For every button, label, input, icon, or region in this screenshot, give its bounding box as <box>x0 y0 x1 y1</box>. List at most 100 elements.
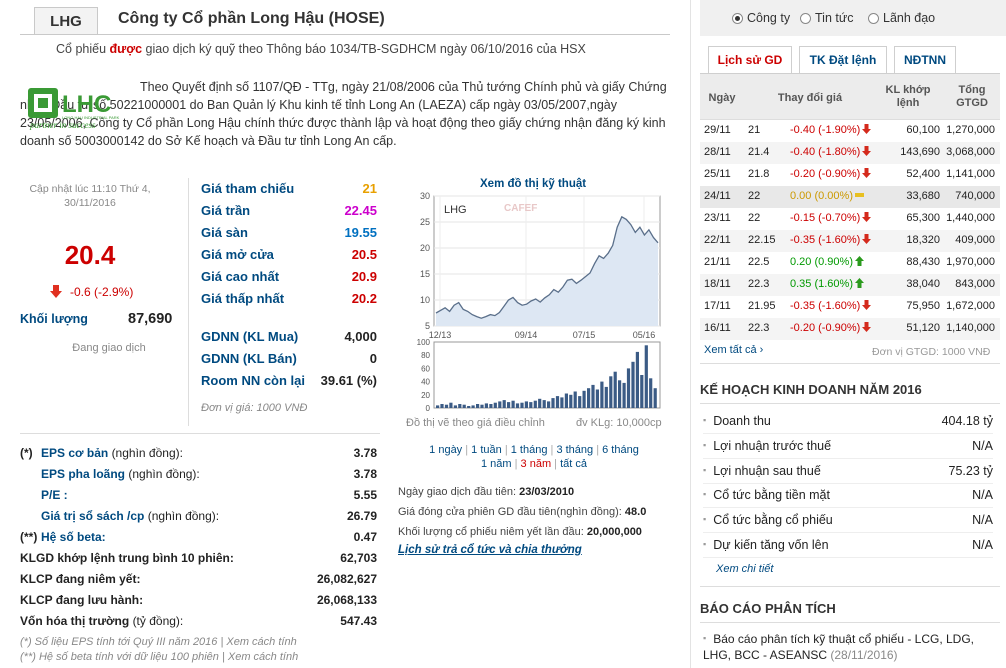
initial-listed-volume: Khối lượng cổ phiếu niêm yết lần đầu: 20… <box>398 526 642 538</box>
period-option[interactable]: tất cả <box>560 458 588 470</box>
x-tick-label: 12/13 <box>429 330 452 340</box>
volume-tick-label: 0 <box>426 404 431 413</box>
logo-wordmark: LHC <box>62 91 111 118</box>
volume-bar <box>449 402 453 408</box>
plan-value: N/A <box>972 488 993 503</box>
history-change: 0.35 (1.60%) <box>790 278 864 290</box>
plan-row: Cổ tức bằng cổ phiếu N/A <box>703 509 993 534</box>
history-value: 409,000 <box>955 234 995 246</box>
volume-bar <box>555 396 560 408</box>
technical-chart-link[interactable]: Xem đồ thị kỹ thuật <box>480 178 587 190</box>
tab-foreign-trading[interactable]: NĐTNN <box>894 46 956 73</box>
volume-tick-label: 80 <box>421 351 430 360</box>
chart-symbol: LHG <box>444 204 467 216</box>
period-option[interactable]: 3 tháng <box>556 444 594 456</box>
down-arrow-icon <box>862 300 872 310</box>
dividend-history-link[interactable]: Lịch sử trả cổ tức và chia thưởng <box>398 544 582 556</box>
chart-adjusted-note: Đồ thị vẽ theo giá điều chỉnh <box>406 417 545 429</box>
history-volume: 51,120 <box>906 322 940 334</box>
history-date: 18/11 <box>704 278 731 290</box>
plan-label: Cổ tức bằng cổ phiếu <box>703 513 833 532</box>
logo-subtitle: LONG HAU INDUSTRIAL PARK <box>62 115 120 120</box>
period-option[interactable]: 1 tuần <box>471 444 502 456</box>
foreign-row: GDNN (KL Bán) 0 <box>201 351 377 366</box>
fundamental-label: Giá trị sổ sách /cp (nghìn đồng): <box>20 509 219 523</box>
volume-bar <box>604 386 608 408</box>
volume-bar <box>440 404 444 408</box>
volume-bar <box>631 361 635 408</box>
fundamental-row: KLCP đang niêm yết: 26,082,627 <box>20 572 377 586</box>
down-arrow-icon <box>862 322 872 332</box>
update-time: Cập nhật lúc 11:10 Thứ 4, 30/11/2016 <box>29 183 151 209</box>
company-intro: Theo Quyết định số 1107/QĐ - TTg, ngày 2… <box>20 80 667 148</box>
period-option[interactable]: 1 năm <box>480 458 512 470</box>
radio-button-icon[interactable] <box>868 12 879 24</box>
history-volume: 60,100 <box>906 124 940 136</box>
history-volume: 33,680 <box>906 190 940 202</box>
beta-note: (**) Hệ số beta tính với dữ liệu 100 phi… <box>20 651 299 663</box>
history-row: 24/11 22 0.00 (0.00%) 33,680 740,000 <box>700 186 1000 208</box>
volume-bar <box>489 404 493 408</box>
price-value: 20.9 <box>351 269 377 284</box>
price-row: Giá thấp nhất 20.2 <box>201 291 377 306</box>
history-divider <box>700 363 1000 364</box>
history-date: 16/11 <box>704 322 731 334</box>
fundamental-value: 5.55 <box>353 488 377 502</box>
volume-bar <box>587 388 591 408</box>
fundamental-label: KLGD khớp lệnh trung bình 10 phiên: <box>20 551 234 565</box>
history-volume: 143,690 <box>900 146 940 158</box>
history-price: 22.15 <box>748 234 776 246</box>
history-price: 22 <box>748 190 761 202</box>
radio-button-icon[interactable] <box>732 12 743 24</box>
history-volume: 52,400 <box>906 168 940 180</box>
price-row: Giá cao nhất 20.9 <box>201 269 377 284</box>
foreign-value: 39.61 (%) <box>320 373 377 388</box>
radio-option[interactable]: Tin tức <box>800 11 853 25</box>
tab-order-stats[interactable]: TK Đặt lệnh <box>799 46 887 73</box>
plan-value: 75.23 tỷ <box>948 463 993 478</box>
tab-trading-history[interactable]: Lịch sử GD <box>708 46 792 73</box>
history-price: 21.8 <box>748 168 770 180</box>
ticker-tab[interactable]: LHG <box>34 7 98 34</box>
price-row: Giá tham chiếu 21 <box>201 181 377 196</box>
company-title: Công ty Cổ phần Long Hậu (HOSE) <box>118 10 385 27</box>
volume-plot-frame <box>433 341 661 409</box>
history-date: 21/11 <box>704 256 731 268</box>
down-arrow-icon <box>862 124 872 134</box>
period-option[interactable]: 1 ngày <box>429 444 463 456</box>
volume-bar <box>640 375 644 408</box>
history-date: 17/11 <box>704 300 731 312</box>
history-price: 22 <box>748 212 761 224</box>
fundamental-prefix: (*) <box>20 446 33 460</box>
volume-bar <box>529 402 533 408</box>
volume-bar <box>595 389 599 408</box>
period-option[interactable]: 3 năm <box>520 458 552 470</box>
foreign-label: Room NN còn lại <box>201 373 306 388</box>
history-volume: 18,320 <box>906 234 940 246</box>
fundamental-name: KLGD khớp lệnh trung bình 10 phiên: <box>20 551 234 565</box>
period-option[interactable]: 6 tháng <box>602 444 639 456</box>
margin-trading-note: Cổ phiếu được giao dịch ký quỹ theo Thôn… <box>56 42 586 56</box>
history-date: 24/11 <box>704 190 731 202</box>
plan-detail-link[interactable]: Xem chi tiết <box>716 563 774 575</box>
price-chart[interactable]: 30 25 20 15 10 512/13 09/14 07/15 05/16 LHG CAFEF 1… <box>398 190 670 415</box>
period-option[interactable]: 1 tháng <box>510 444 548 456</box>
history-row: 25/11 21.8 -0.20 (-0.90%) 52,400 1,141,000 <box>700 164 1000 186</box>
volume-tick-label: 20 <box>421 391 430 400</box>
eps-note: (*) Số liệu EPS tính tới Quý III năm 201… <box>20 636 297 648</box>
fundamental-value: 26.79 <box>346 509 377 523</box>
radio-option[interactable]: Công ty <box>732 11 790 25</box>
fundamental-row: (*) EPS cơ bản (nghìn đồng): 3.78 <box>20 446 377 460</box>
fundamentals-divider <box>20 433 380 434</box>
volume-bar <box>524 401 528 408</box>
fundamental-label: EPS pha loãng (nghìn đồng): <box>20 467 200 481</box>
see-all-link[interactable]: Xem tất cả › <box>704 344 764 356</box>
fundamental-row: KLCP đang lưu hành: 26,068,133 <box>20 593 377 607</box>
radio-option[interactable]: Lãnh đạo <box>868 11 935 25</box>
chevron-right-icon: › <box>759 344 764 356</box>
history-value: 1,141,000 <box>946 168 995 180</box>
radio-button-icon[interactable] <box>800 12 811 24</box>
y-tick-label: 25 <box>420 217 430 227</box>
plan-value: N/A <box>972 513 993 528</box>
analysis-report-item[interactable]: Báo cáo phân tích kỹ thuật cổ phiếu - LC… <box>703 630 993 663</box>
